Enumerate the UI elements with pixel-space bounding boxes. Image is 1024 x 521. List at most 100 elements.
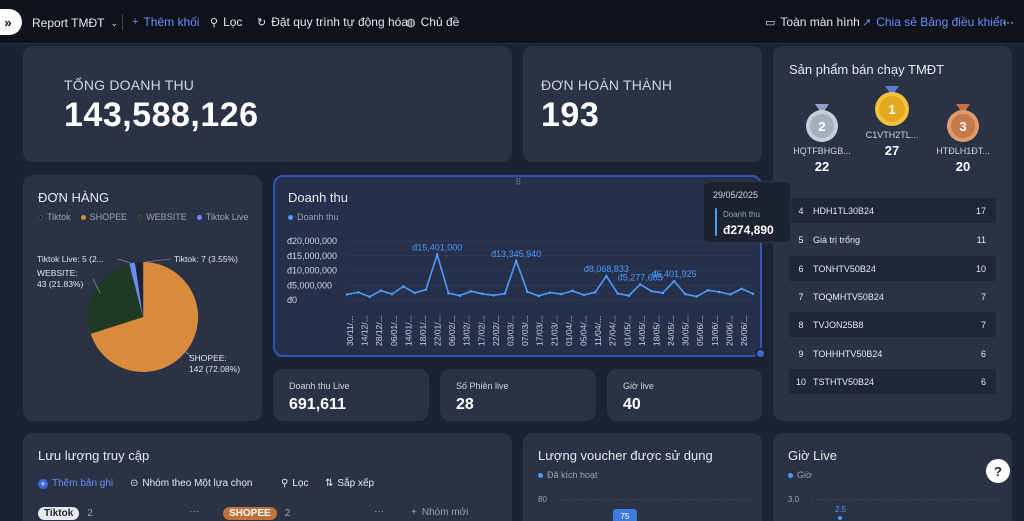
report-title: Report TMĐT: [32, 16, 105, 30]
revenue-data-point: [379, 289, 383, 292]
legend-item-revenue[interactable]: Doanh thu: [288, 212, 339, 222]
x-tick-label: 01/05/...: [622, 315, 632, 346]
legend-item-shopee[interactable]: SHOPEE: [80, 212, 128, 222]
label-shopee-name: SHOPEE:: [189, 353, 227, 363]
revenue-data-point: [458, 294, 462, 297]
group-shopee[interactable]: SHOPEE 2: [223, 507, 290, 520]
sort-button[interactable]: ⇅ Sắp xếp: [325, 478, 374, 489]
row-product: TOQMHTV50B24: [813, 291, 884, 302]
expand-sidebar-button[interactable]: »: [0, 9, 22, 35]
live-hours-kpi-card[interactable]: Giờ live 40: [607, 369, 762, 421]
revenue-data-point: [593, 291, 597, 294]
x-tick-label: 21/03/...: [549, 315, 559, 346]
group-more-icon[interactable]: ···: [189, 506, 199, 517]
theme-button[interactable]: ◍ Chủ đề: [406, 15, 459, 29]
x-tick-label: 28/12/...: [374, 315, 384, 346]
medal-rank-2[interactable]: 2 HQTFBHGB... 22: [792, 104, 852, 174]
drag-handle-icon[interactable]: ⠿: [515, 177, 522, 187]
legend-label: SHOPEE: [89, 212, 128, 222]
live-hours-kpi-label: Giờ live: [623, 381, 654, 391]
data-point[interactable]: [838, 516, 842, 520]
group-tag-tiktok: Tiktok: [38, 507, 80, 520]
fullscreen-button[interactable]: ▭ Toàn màn hình: [765, 15, 860, 29]
row-value: 6: [980, 376, 986, 387]
traffic-card[interactable]: Lưu lượng truy cập + Thêm bản ghi ⊙ Nhóm…: [23, 433, 512, 521]
completed-orders-card[interactable]: ĐƠN HOÀN THÀNH 193: [523, 46, 762, 162]
traffic-title: Lưu lượng truy cập: [38, 448, 150, 463]
gold-medal-icon: 1: [875, 86, 909, 126]
traffic-filter-button[interactable]: ⚲ Lọc: [281, 478, 308, 489]
voucher-bar-value: 75: [620, 512, 630, 521]
revenue-data-point: [638, 283, 642, 286]
medal-rank-1[interactable]: 1 C1VTH2TL... 27: [862, 86, 922, 158]
label-shopee-value: 142 (72.08%): [189, 364, 241, 374]
peak-data-label: đ13,345,940: [491, 249, 541, 259]
legend-item-activated[interactable]: Đã kích hoạt: [538, 470, 598, 480]
theme-label: Chủ đề: [420, 15, 460, 29]
add-block-label: Thêm khối: [143, 15, 200, 29]
ranking-row[interactable]: 9 TOHHHTV50B24 6: [789, 341, 996, 366]
bestsellers-title: Sản phẩm bán chạy TMĐT: [789, 62, 945, 77]
orders-pie-card[interactable]: ĐƠN HÀNG Tiktok SHOPEE WEBSITE Tiktok Li…: [23, 175, 262, 421]
voucher-bar[interactable]: 75: [613, 509, 637, 521]
total-revenue-card[interactable]: TỔNG DOANH THU 143,588,126: [23, 46, 512, 162]
ranking-row[interactable]: 4 HDH1TL30B24 17: [789, 198, 996, 223]
automation-icon: ↻: [257, 16, 267, 29]
legend-item-website[interactable]: WEBSITE: [137, 212, 187, 222]
row-rank: 4: [798, 205, 804, 216]
group-by-button[interactable]: ⊙ Nhóm theo Một lựa chọn: [130, 478, 252, 489]
live-revenue-card[interactable]: Doanh thu Live 691,611: [273, 369, 429, 421]
row-rank: 6: [798, 263, 804, 274]
silver-medal-icon: 2: [806, 104, 838, 142]
legend-item-tiktok[interactable]: Tiktok: [38, 212, 71, 222]
revenue-chart-card[interactable]: ⠿ Doanh thu Doanh thu đ20,000,000 đ15,000…: [273, 175, 762, 357]
live-sessions-card[interactable]: Số Phiên live 28: [440, 369, 596, 421]
new-group-button[interactable]: + Nhóm mới: [411, 507, 468, 518]
medal-rank-3[interactable]: 3 HTĐLH1ĐT... 20: [932, 104, 994, 174]
group-more-icon[interactable]: ···: [374, 506, 384, 517]
revenue-line-chart[interactable]: đ20,000,000 đ15,000,000 đ10,000,000 đ5,000,…: [275, 177, 760, 355]
revenue-data-point: [402, 285, 405, 288]
ranking-row[interactable]: 6 TONHTV50B24 10: [789, 256, 996, 281]
label-tiktok-live: Tiktok Live: 5 (2...: [37, 254, 104, 264]
resize-handle[interactable]: [755, 348, 766, 359]
row-rank: 8: [798, 319, 804, 330]
x-tick-label: 24/05/...: [666, 315, 676, 346]
add-block-button[interactable]: + Thêm khối: [132, 15, 199, 29]
legend-item-tiktok-live[interactable]: Tiktok Live: [196, 212, 248, 222]
ranking-row[interactable]: 10 TSTHTV50B24 6: [789, 369, 996, 394]
tooltip-date: 29/05/2025: [713, 190, 759, 200]
revenue-data-point: [605, 274, 608, 278]
group-by-label: Nhóm theo Một lựa chọn: [142, 478, 253, 489]
plus-icon: +: [411, 507, 417, 518]
live-hours-card[interactable]: Giờ Live Giờ 3.0 2.5: [773, 433, 1012, 521]
voucher-card[interactable]: Lượng voucher được sử dụng Đã kích hoạt …: [523, 433, 762, 521]
filter-button[interactable]: ⚲ Lọc: [210, 15, 242, 29]
ranking-row[interactable]: 7 TOQMHTV50B24 7: [789, 284, 996, 309]
sort-label: Sắp xếp: [337, 478, 375, 489]
share-dashboard-button[interactable]: ↗ Chia sẻ Bảng điều khiển: [862, 15, 1006, 29]
live-hours-kpi-value: 40: [623, 396, 641, 413]
new-group-label: Nhóm mới: [421, 507, 469, 518]
help-button[interactable]: ?: [986, 459, 1010, 483]
tooltip-value: đ274,890: [723, 223, 774, 237]
more-options-button[interactable]: ···: [1002, 15, 1014, 29]
traffic-filter-label: Lọc: [292, 478, 309, 489]
legend-item-hours[interactable]: Giờ: [788, 470, 812, 480]
revenue-data-point: [627, 294, 631, 297]
group-tiktok[interactable]: Tiktok 2: [38, 507, 93, 520]
automation-button[interactable]: ↻ Đặt quy trình tự động hóa: [257, 15, 408, 29]
ranking-row[interactable]: 8 TVJON25B8 7: [789, 312, 996, 337]
ranking-row[interactable]: 5 Giá trị trống 11: [789, 227, 996, 252]
y-tick-label: đ0: [287, 295, 297, 305]
orders-pie-chart[interactable]: [23, 175, 262, 421]
x-tick-label: 05/06/...: [695, 315, 705, 346]
voucher-title: Lượng voucher được sử dụng: [538, 448, 713, 463]
report-selector[interactable]: Report TMĐT ⌄: [32, 16, 118, 30]
y-tick-label: đ5,000,000: [287, 280, 332, 290]
x-tick-label: 14/05/...: [637, 315, 647, 346]
add-record-button[interactable]: + Thêm bản ghi: [38, 478, 113, 489]
x-tick-label: 17/02/...: [476, 315, 486, 346]
x-tick-label: 13/06/...: [710, 315, 720, 346]
add-record-label: Thêm bản ghi: [52, 478, 114, 489]
